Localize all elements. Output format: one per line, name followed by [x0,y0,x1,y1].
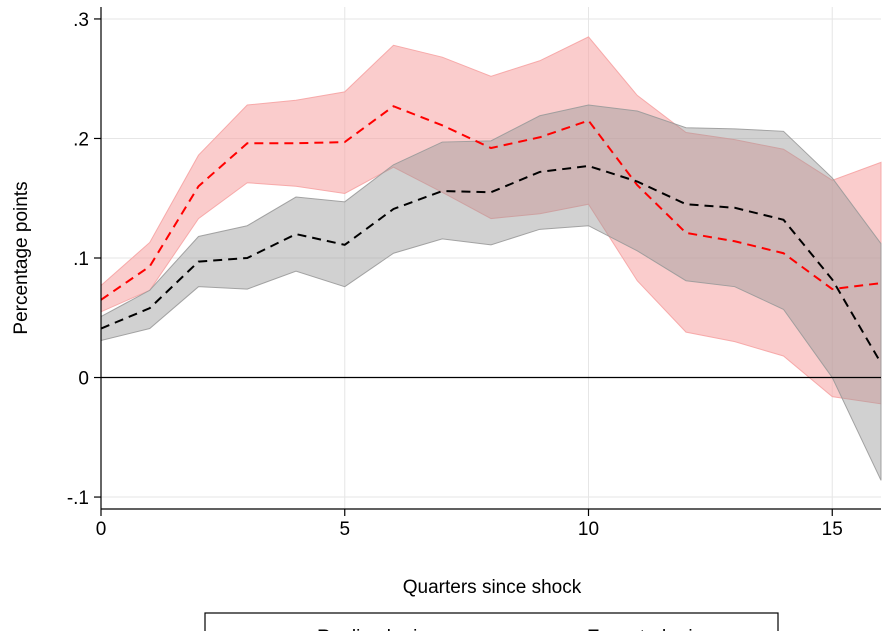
legend-label-expected: Expected price [587,627,713,631]
y-tick-label: .3 [73,10,89,31]
y-tick-label: 0 [78,369,89,390]
y-axis-title: Percentage points [11,181,32,334]
legend: Realised price Expected price [204,612,779,631]
series-lines [100,105,882,364]
y-tick-label: -.1 [67,488,89,509]
series-line-expected [100,164,882,364]
x-tick-label: 15 [822,519,843,540]
y-tick-label: .1 [73,249,89,270]
x-axis-title: Quarters since shock [403,577,582,598]
series-line-realised [100,105,882,301]
legend-label-realised: Realised price [317,627,437,631]
x-tick-label: 0 [96,519,107,540]
axes: -.1 0 .1 .2 .3 0 5 10 15 [67,7,881,540]
legend-box [204,612,779,631]
confidence-band-expected [100,104,882,481]
x-tick-label: 10 [578,519,599,540]
y-tick-label: .2 [73,129,89,150]
x-tick-label: 5 [339,519,350,540]
confidence-bands [100,36,882,481]
